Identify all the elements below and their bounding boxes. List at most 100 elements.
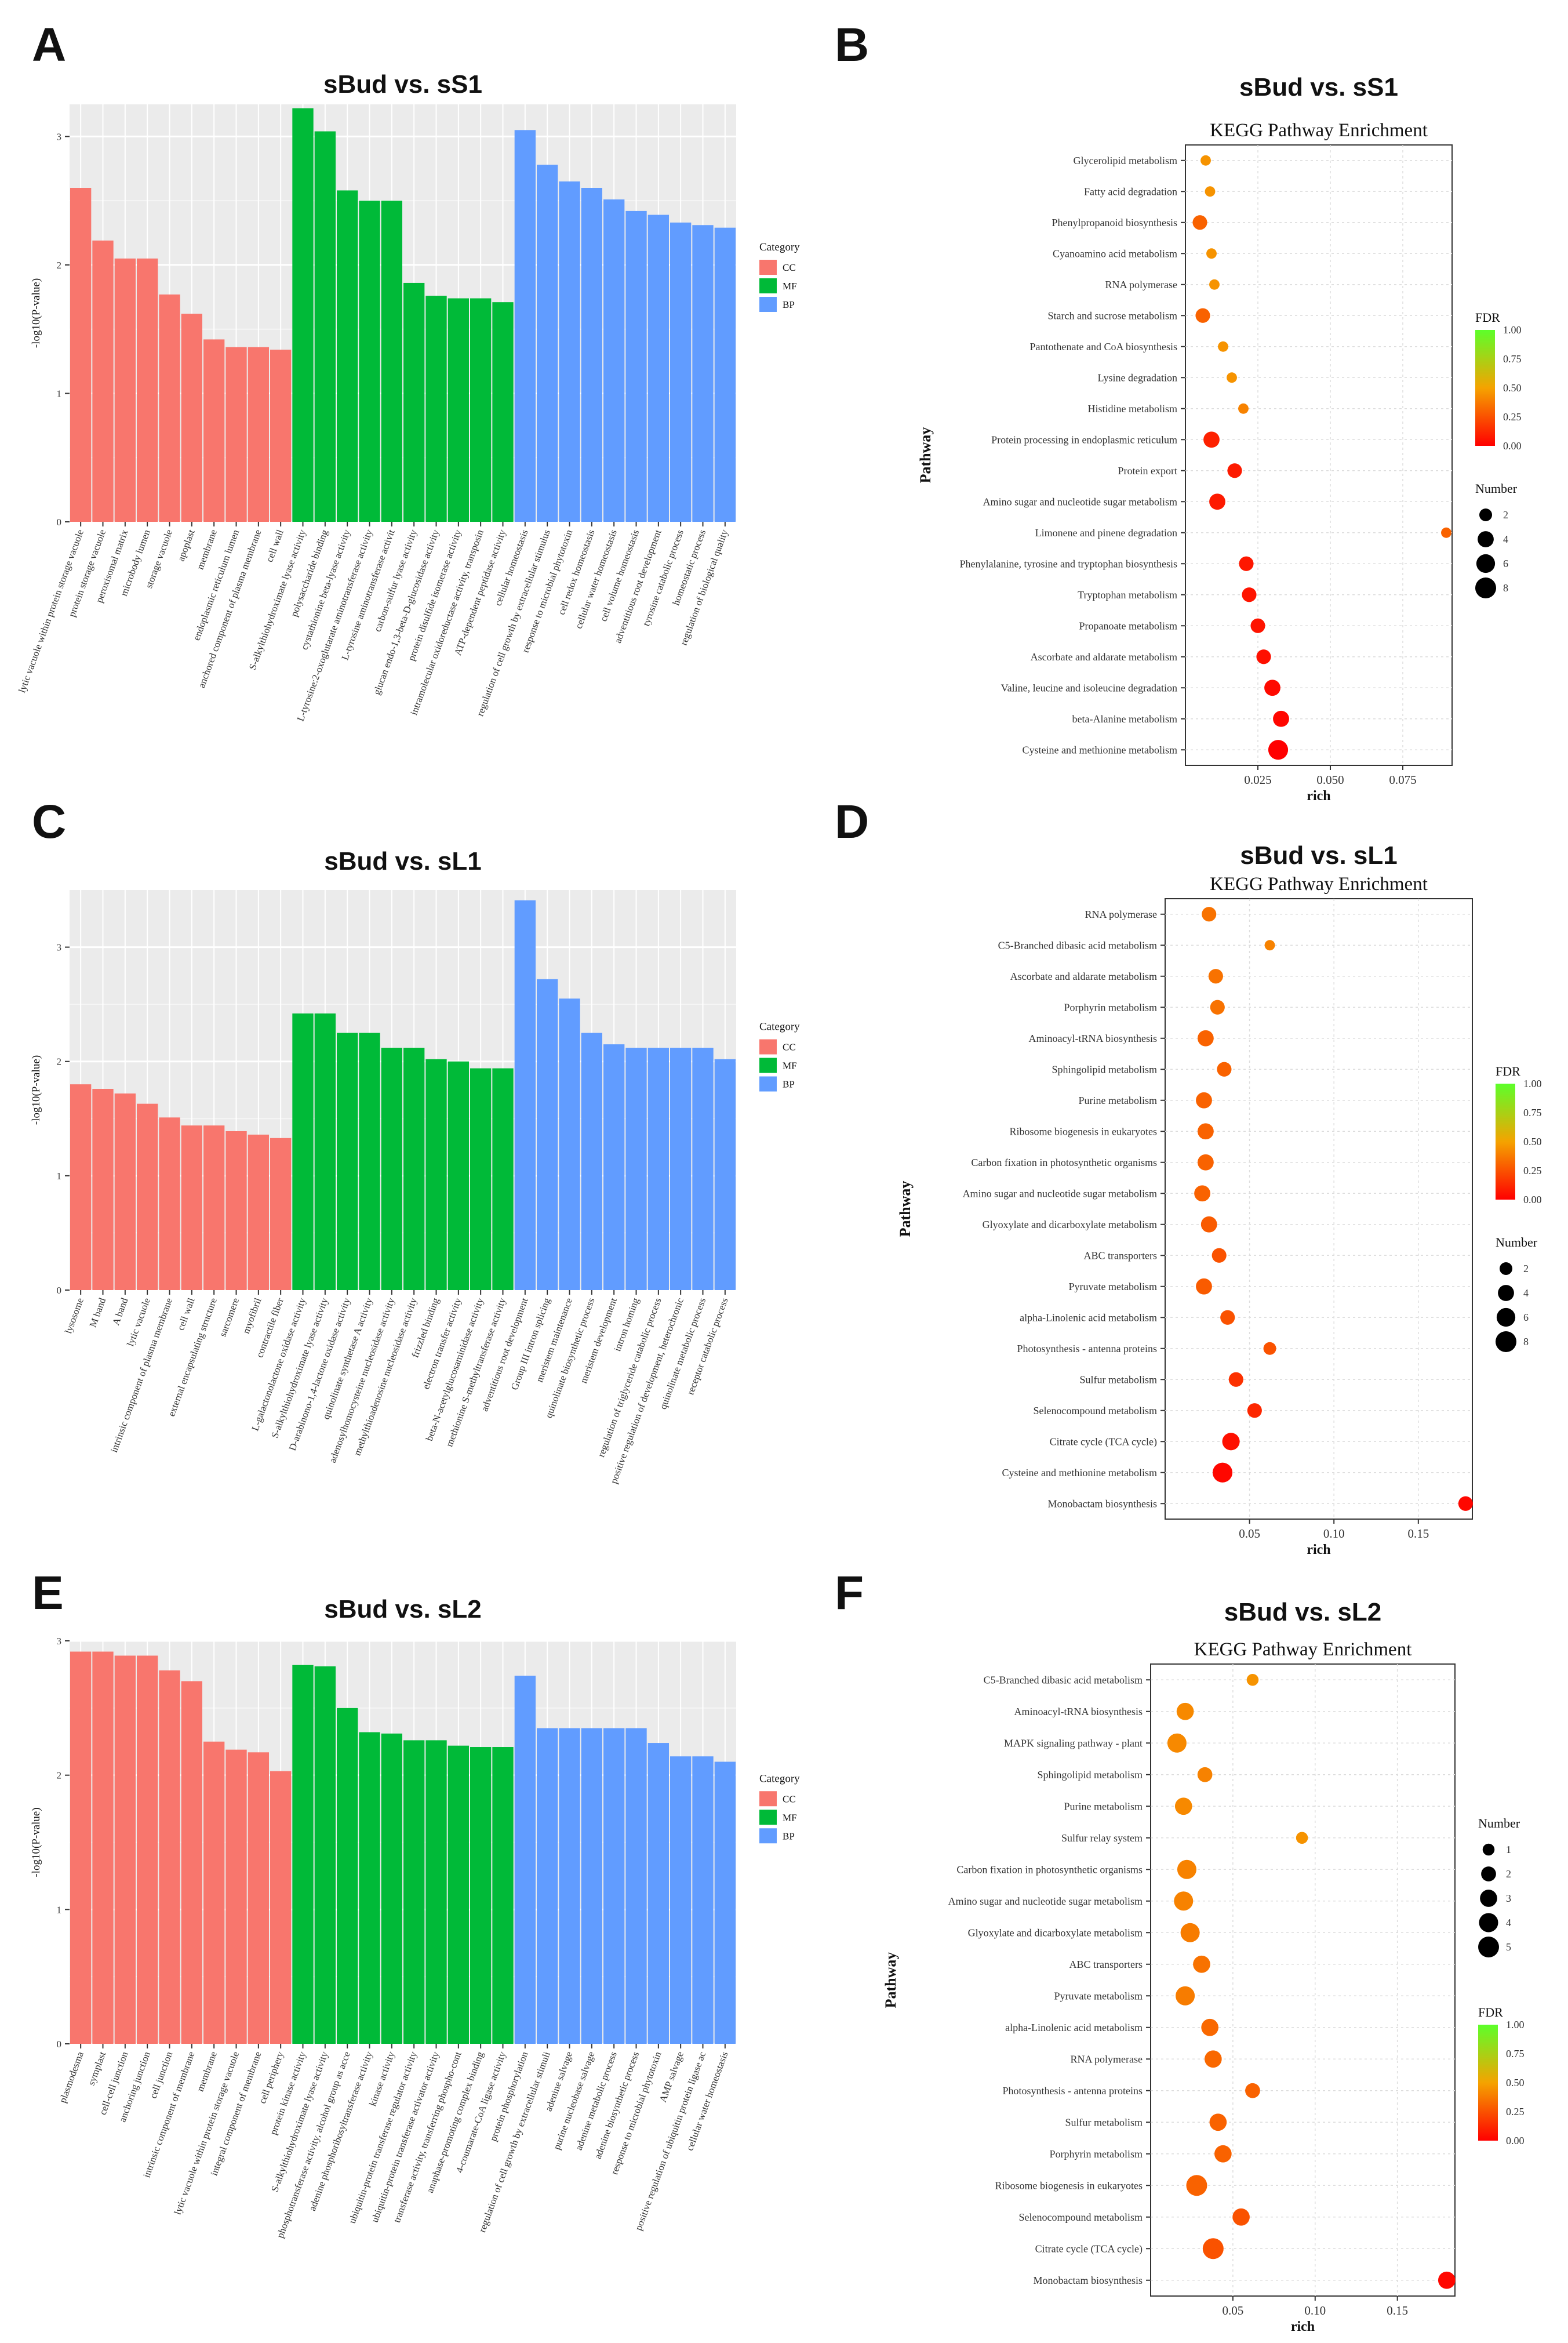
bubble-point — [1214, 2145, 1232, 2163]
y-tick-label: Ribosome biogenesis in eukaryotes — [995, 2179, 1143, 2191]
y-tick-label: Cyanoamino acid metabolism — [1053, 248, 1177, 259]
bubble-point — [1208, 969, 1223, 984]
legend-number-dot — [1479, 508, 1492, 521]
legend-number-dot — [1481, 1866, 1496, 1881]
legend-number-dot — [1478, 531, 1494, 547]
y-tick-label: beta-Alanine metabolism — [1072, 713, 1177, 725]
bar — [70, 1084, 92, 1290]
bar — [403, 282, 425, 522]
plot-frame — [1150, 1663, 1456, 2297]
bar — [492, 1068, 514, 1290]
bar — [292, 108, 314, 522]
legend-number-dot — [1482, 1843, 1495, 1856]
y-tick-label: alpha-Linolenic acid metabolism — [1005, 2022, 1143, 2033]
bubble-point — [1212, 1462, 1233, 1483]
bar — [603, 1728, 625, 2044]
y-tick-label: Carbon fixation in photosynthetic organi… — [971, 1157, 1157, 1168]
legend-number-label: 5 — [1506, 1941, 1511, 1953]
y-tick-label: Pyruvate metabolism — [1069, 1281, 1157, 1292]
y-tick-label: Citrate cycle (TCA cycle) — [1050, 1436, 1157, 1448]
bar — [514, 130, 536, 522]
y-tick-label: Amino sugar and nucleotide sugar metabol… — [983, 496, 1177, 507]
bar — [314, 1666, 336, 2044]
x-tick-label: apoplast — [175, 528, 197, 563]
legend-title: Category — [759, 1772, 800, 1785]
y-tick-label: ABC transporters — [1084, 1249, 1157, 1261]
bubble-point — [1296, 1832, 1308, 1844]
bubble-point — [1200, 155, 1211, 166]
bar — [670, 1048, 692, 1290]
y-tick-label: Histidine metabolism — [1088, 403, 1178, 415]
bubble-point — [1196, 1092, 1212, 1109]
bar — [670, 1756, 692, 2044]
bar — [314, 1013, 336, 1290]
bubble-point — [1264, 680, 1280, 696]
y-tick-label: Citrate cycle (TCA cycle) — [1035, 2243, 1143, 2255]
bar — [137, 258, 158, 522]
y-tick-label: Sulfur metabolism — [1080, 1374, 1158, 1385]
bar — [359, 201, 380, 522]
y-tick-label: RNA polymerase — [1105, 279, 1177, 290]
x-tick-label: membrane — [195, 2050, 219, 2093]
bar — [714, 227, 736, 522]
bar — [381, 1048, 402, 1290]
bubble-point — [1441, 527, 1451, 538]
legend-fdr-label: 1.00 — [1503, 324, 1522, 336]
bar — [470, 298, 492, 522]
legend-fdr-title: FDR — [1496, 1064, 1520, 1078]
bubble-point — [1195, 308, 1210, 323]
bubble-point — [1209, 493, 1225, 510]
bar — [270, 1771, 292, 2044]
y-tick-label: Purine metabolism — [1079, 1095, 1157, 1106]
x-tick-label: 0.05 — [1223, 2304, 1244, 2317]
bar — [270, 1138, 292, 1290]
y-tick-label: 3 — [57, 942, 62, 953]
y-tick-label: alpha-Linolenic acid metabolism — [1020, 1312, 1157, 1323]
y-tick-label: Phenylalanine, tyrosine and tryptophan b… — [960, 558, 1177, 569]
x-tick-label: 0.10 — [1323, 1527, 1345, 1541]
bubble-point — [1209, 279, 1220, 290]
bar — [514, 900, 536, 1290]
bar — [92, 1089, 114, 1290]
bar — [537, 979, 558, 1290]
bubble-point — [1247, 1403, 1262, 1418]
bar — [559, 1728, 580, 2044]
bubble-point — [1438, 2271, 1456, 2289]
bar — [670, 222, 692, 522]
bubble-point — [1197, 1030, 1214, 1047]
y-tick-label: 2 — [57, 1056, 62, 1067]
x-tick-label: plasmodesma — [57, 2050, 86, 2104]
y-tick-label: Selenocompound metabolism — [1019, 2211, 1143, 2223]
bar — [225, 1131, 247, 1290]
legend-swatch — [759, 1058, 777, 1073]
y-tick-label: 1 — [57, 388, 62, 399]
legend-number-dot — [1479, 1913, 1498, 1932]
y-tick-label: Glyoxylate and dicarboxylate metabolism — [968, 1927, 1143, 1938]
y-tick-label: Ascorbate and aldarate metabolism — [1031, 651, 1177, 663]
bar — [292, 1013, 314, 1290]
bar — [470, 1068, 492, 1290]
y-tick-label: C5-Branched dibasic acid metabolism — [984, 1674, 1143, 1685]
bubble-point — [1238, 403, 1249, 414]
bar — [425, 1740, 447, 2044]
legend-fdr-label: 0.00 — [1506, 2135, 1525, 2146]
panel-letter-a: A — [32, 19, 66, 71]
bar — [159, 1670, 180, 2044]
x-tick-label: 0.05 — [1239, 1527, 1260, 1541]
y-tick-label: Ascorbate and aldarate metabolism — [1010, 971, 1157, 982]
y-tick-label: Sphingolipid metabolism — [1052, 1063, 1157, 1075]
panel-letter-d: D — [835, 795, 869, 848]
bar — [248, 1134, 269, 1290]
y-tick-label: Tryptophan metabolism — [1078, 589, 1177, 601]
x-tick-label: 0.075 — [1389, 773, 1416, 787]
legend-label: MF — [783, 281, 797, 292]
bubble-point — [1197, 1767, 1213, 1782]
bubble-point — [1264, 940, 1275, 951]
y-tick-label: ABC transporters — [1069, 1959, 1143, 1970]
bar — [425, 1059, 447, 1290]
bar — [625, 1728, 647, 2044]
bubble-point — [1218, 341, 1228, 352]
y-tick-label: Aminoacyl-tRNA biosynthesis — [1014, 1706, 1143, 1717]
